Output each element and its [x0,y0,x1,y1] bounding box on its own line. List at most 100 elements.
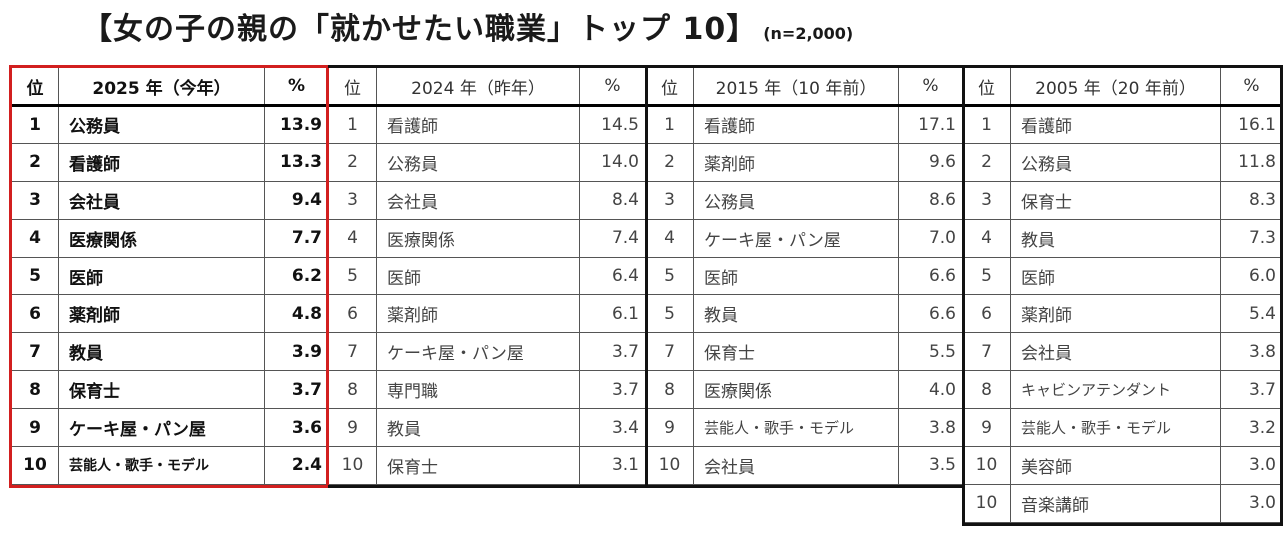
job-cell: 薬剤師 [376,294,580,334]
table-row: 9 ケーキ屋・パン屋 3.6 [11,408,329,448]
job-cell: 芸能人・歌手・モデル [1010,408,1221,448]
percent-cell: 4.8 [264,294,329,334]
percent-cell: 8.6 [898,180,963,220]
percent-cell: 3.0 [1220,483,1283,523]
percent-cell: 7.4 [579,218,646,258]
percent-cell: 8.4 [579,180,646,220]
percent-header: % [898,67,963,107]
rank-cell: 9 [11,408,59,448]
rank-cell: 4 [962,218,1011,258]
job-cell: 公務員 [693,180,899,220]
rank-cell: 8 [962,370,1011,410]
rank-cell: 7 [11,332,59,372]
job-cell: 会社員 [376,180,580,220]
percent-cell: 3.7 [264,370,329,410]
table-header-row: 位 2025 年（今年）% [11,67,329,107]
percent-cell: 9.6 [898,142,963,182]
job-cell: ケーキ屋・パン屋 [58,408,265,448]
title-sample-size: (n=2,000) [763,24,854,43]
year-header: 2025 年（今年） [58,67,265,107]
percent-cell: 3.7 [579,370,646,410]
table-row: 9 芸能人・歌手・モデル 3.8 [645,408,963,448]
table-row: 3 会社員 9.4 [11,180,329,220]
table-row: 7 会社員 3.8 [962,332,1283,372]
table-row: 5 教員 6.6 [645,294,963,334]
rank-cell: 5 [11,256,59,296]
job-cell: 教員 [58,332,265,372]
percent-cell: 14.0 [579,142,646,182]
job-cell: 芸能人・歌手・モデル [58,446,265,485]
rank-header: 位 [328,67,377,107]
job-cell: 保育士 [1010,180,1221,220]
job-cell: 看護師 [693,105,899,144]
job-cell: 保育士 [58,370,265,410]
percent-cell: 17.1 [898,105,963,144]
job-cell: 会社員 [1010,332,1221,372]
job-cell: 会社員 [693,446,899,485]
rank-cell: 10 [328,446,377,485]
percent-cell: 3.7 [579,332,646,372]
job-cell: 薬剤師 [693,142,899,182]
table-row: 8 専門職 3.7 [328,370,646,410]
rank-cell: 3 [645,180,694,220]
rank-header: 位 [11,67,59,107]
table-row: 3 保育士 8.3 [962,180,1283,220]
table-row: 8 医療関係 4.0 [645,370,963,410]
rank-cell: 7 [645,332,694,372]
percent-cell: 5.5 [898,332,963,372]
table-row: 2 公務員 11.8 [962,142,1283,182]
table-row: 7 教員 3.9 [11,332,329,372]
job-cell: 医師 [58,256,265,296]
job-cell: 公務員 [1010,142,1221,182]
job-cell: 保育士 [376,446,580,485]
percent-cell: 13.3 [264,142,329,182]
rank-cell: 6 [11,294,59,334]
job-cell: 薬剤師 [1010,294,1221,334]
percent-cell: 4.0 [898,370,963,410]
table-header-row: 位 2024 年（昨年）% [328,67,646,107]
rank-cell: 1 [328,105,377,144]
rank-cell: 2 [328,142,377,182]
table-row: 4 教員 7.3 [962,218,1283,258]
table-row: 8 保育士 3.7 [11,370,329,410]
rank-cell: 10 [962,446,1011,485]
percent-cell: 6.2 [264,256,329,296]
percent-cell: 8.3 [1220,180,1283,220]
rank-cell: 8 [645,370,694,410]
percent-cell: 3.8 [898,408,963,448]
title-main: 【女の子の親の「就かせたい職業」トップ 10】 [82,12,758,47]
rank-cell: 9 [962,408,1011,448]
rank-cell: 5 [645,256,694,296]
table-row: 10 会社員 3.5 [645,446,963,485]
table-2024: 位 2024 年（昨年）% 1 看護師 14.5 2 公務員 14.0 3 会社員 8.4 4 医療関係… [328,67,646,485]
percent-cell: 3.4 [579,408,646,448]
job-cell: 公務員 [376,142,580,182]
percent-cell: 2.4 [264,446,329,485]
percent-cell: 6.0 [1220,256,1283,296]
percent-header: % [1220,67,1283,107]
table-row: 2 看護師 13.3 [11,142,329,182]
rank-cell: 1 [962,105,1011,144]
rank-cell: 8 [11,370,59,410]
table-row: 2 薬剤師 9.6 [645,142,963,182]
year-header: 2015 年（10 年前） [693,67,899,107]
page-title: 【女の子の親の「就かせたい職業」トップ 10】 (n=2,000) [82,8,853,52]
table-row: 10 芸能人・歌手・モデル 2.4 [11,446,329,485]
job-cell: 医師 [693,256,899,296]
job-cell: 看護師 [376,105,580,144]
table-row: 5 医師 6.6 [645,256,963,296]
rank-cell: 3 [962,180,1011,220]
table-row: 5 医師 6.2 [11,256,329,296]
percent-cell: 11.8 [1220,142,1283,182]
rank-cell: 10 [645,446,694,485]
table-row: 9 芸能人・歌手・モデル 3.2 [962,408,1283,448]
job-cell: 会社員 [58,180,265,220]
rank-cell: 5 [962,256,1011,296]
percent-cell: 5.4 [1220,294,1283,334]
rank-cell: 9 [645,408,694,448]
rank-cell: 10 [962,483,1011,523]
table-2005: 位 2005 年（20 年前）% 1 看護師 16.1 2 公務員 11.8 3 保育士 8.3 4 教… [962,67,1283,523]
rank-cell: 7 [328,332,377,372]
percent-header: % [264,67,329,107]
job-cell: 教員 [693,294,899,334]
